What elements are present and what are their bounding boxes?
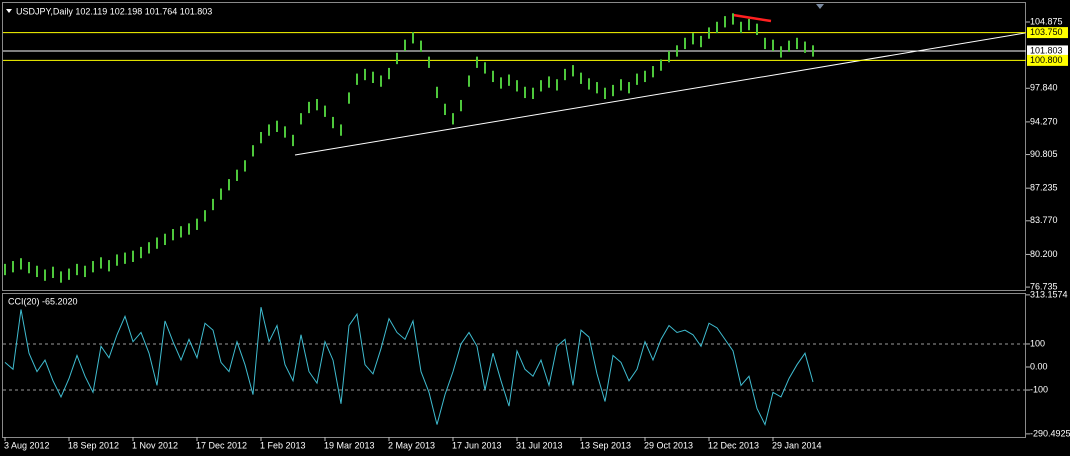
x-tick-label: 17 Jun 2013 [452, 440, 502, 450]
y-tick-label: 87.235 [1030, 183, 1058, 193]
y-tick-label: 0.00 [1030, 361, 1048, 371]
y-tick-label: 104.875 [1030, 16, 1063, 26]
x-tick-label: 17 Dec 2012 [196, 440, 247, 450]
level-label-box [1027, 45, 1068, 57]
cci-panel-frame [2, 293, 1026, 438]
shift-marker [816, 4, 824, 9]
x-tick-label: 3 Aug 2012 [4, 440, 50, 450]
y-tick-label: 97.840 [1030, 83, 1058, 93]
x-tick-label: 19 Mar 2013 [324, 440, 375, 450]
x-tick-label: 1 Feb 2013 [260, 440, 306, 450]
x-tick-label: 29 Jan 2014 [772, 440, 822, 450]
price-panel-frame [2, 2, 1026, 291]
y-tick-label: -100 [1030, 384, 1048, 394]
x-tick-label: 13 Sep 2013 [580, 440, 631, 450]
level-label: 101.803 [1030, 45, 1063, 55]
x-tick-label: 29 Oct 2013 [644, 440, 693, 450]
x-tick-label: 18 Sep 2012 [68, 440, 119, 450]
level-label: 100.800 [1030, 55, 1063, 65]
y-tick-label: 100 [1030, 338, 1045, 348]
menu-arrow[interactable] [6, 9, 12, 13]
level-label-box [1027, 27, 1068, 39]
trend-line-red [732, 13, 772, 23]
y-tick-label: 94.270 [1030, 116, 1058, 126]
y-tick-label: 90.805 [1030, 149, 1058, 159]
chart-title: USDJPY,Daily 102.119 102.198 101.764 101… [16, 6, 212, 16]
x-tick-label: 1 Nov 2012 [132, 440, 178, 450]
x-tick-label: 12 Dec 2013 [708, 440, 759, 450]
x-tick-label: 31 Jul 2013 [516, 440, 563, 450]
trend-line [294, 32, 1026, 156]
y-tick-label: 83.770 [1030, 215, 1058, 225]
y-tick-label: 313.1574 [1030, 289, 1068, 299]
level-label: 103.750 [1030, 27, 1063, 37]
x-tick-label: 2 May 2013 [388, 440, 435, 450]
level-label-box [1027, 54, 1068, 66]
cci-line [4, 307, 814, 427]
y-tick-label: 80.200 [1030, 249, 1058, 259]
y-tick-label: -290.4925 [1030, 428, 1070, 438]
indicator-title: CCI(20) -65.2020 [8, 296, 78, 306]
y-tick-label: 76.735 [1030, 281, 1058, 291]
